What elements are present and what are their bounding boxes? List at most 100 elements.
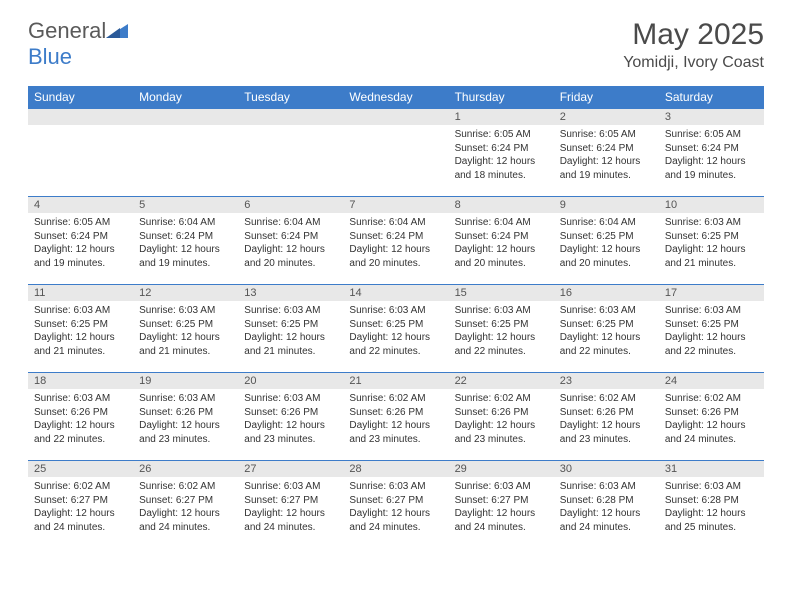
sun-info: Sunrise: 6:02 AMSunset: 6:27 PMDaylight:… <box>28 477 133 538</box>
day-number: 28 <box>343 460 448 477</box>
calendar-row: 1 Sunrise: 6:05 AMSunset: 6:24 PMDaylight… <box>28 108 764 196</box>
calendar-cell: 19Sunrise: 6:03 AMSunset: 6:26 PMDayligh… <box>133 372 238 460</box>
calendar-cell: 29Sunrise: 6:03 AMSunset: 6:27 PMDayligh… <box>449 460 554 548</box>
day-number: 7 <box>343 196 448 213</box>
day-number: 31 <box>659 460 764 477</box>
day-number: 19 <box>133 372 238 389</box>
brand-part2: Blue <box>28 44 72 69</box>
calendar-cell: 10Sunrise: 6:03 AMSunset: 6:25 PMDayligh… <box>659 196 764 284</box>
calendar-cell: 21Sunrise: 6:02 AMSunset: 6:26 PMDayligh… <box>343 372 448 460</box>
day-header-row: Sunday Monday Tuesday Wednesday Thursday… <box>28 86 764 108</box>
month-title: May 2025 <box>623 18 764 52</box>
calendar-row: 25Sunrise: 6:02 AMSunset: 6:27 PMDayligh… <box>28 460 764 548</box>
calendar-cell: 4Sunrise: 6:05 AMSunset: 6:24 PMDaylight… <box>28 196 133 284</box>
sun-info: Sunrise: 6:03 AMSunset: 6:25 PMDaylight:… <box>133 301 238 362</box>
sun-info: Sunrise: 6:02 AMSunset: 6:26 PMDaylight:… <box>343 389 448 450</box>
day-number: 5 <box>133 196 238 213</box>
calendar-cell: 25Sunrise: 6:02 AMSunset: 6:27 PMDayligh… <box>28 460 133 548</box>
calendar-cell: 18Sunrise: 6:03 AMSunset: 6:26 PMDayligh… <box>28 372 133 460</box>
day-number: 21 <box>343 372 448 389</box>
sun-info: Sunrise: 6:03 AMSunset: 6:28 PMDaylight:… <box>554 477 659 538</box>
calendar-cell: 26Sunrise: 6:02 AMSunset: 6:27 PMDayligh… <box>133 460 238 548</box>
sun-info: Sunrise: 6:04 AMSunset: 6:24 PMDaylight:… <box>238 213 343 274</box>
sun-info: Sunrise: 6:02 AMSunset: 6:26 PMDaylight:… <box>449 389 554 450</box>
sun-info: Sunrise: 6:03 AMSunset: 6:25 PMDaylight:… <box>238 301 343 362</box>
calendar-cell: 20Sunrise: 6:03 AMSunset: 6:26 PMDayligh… <box>238 372 343 460</box>
calendar-cell: 8Sunrise: 6:04 AMSunset: 6:24 PMDaylight… <box>449 196 554 284</box>
location-label: Yomidji, Ivory Coast <box>623 54 764 72</box>
sun-info: Sunrise: 6:03 AMSunset: 6:27 PMDaylight:… <box>449 477 554 538</box>
daynum-empty <box>238 108 343 125</box>
sun-info: Sunrise: 6:03 AMSunset: 6:25 PMDaylight:… <box>343 301 448 362</box>
calendar-table: Sunday Monday Tuesday Wednesday Thursday… <box>28 86 764 548</box>
calendar-cell <box>343 108 448 196</box>
calendar-row: 18Sunrise: 6:03 AMSunset: 6:26 PMDayligh… <box>28 372 764 460</box>
day-number: 4 <box>28 196 133 213</box>
day-number: 13 <box>238 284 343 301</box>
sun-info: Sunrise: 6:04 AMSunset: 6:24 PMDaylight:… <box>449 213 554 274</box>
sun-info: Sunrise: 6:03 AMSunset: 6:25 PMDaylight:… <box>449 301 554 362</box>
sun-info: Sunrise: 6:05 AMSunset: 6:24 PMDaylight:… <box>659 125 764 186</box>
sun-info: Sunrise: 6:05 AMSunset: 6:24 PMDaylight:… <box>28 213 133 274</box>
day-number: 11 <box>28 284 133 301</box>
calendar-cell: 12Sunrise: 6:03 AMSunset: 6:25 PMDayligh… <box>133 284 238 372</box>
day-number: 14 <box>343 284 448 301</box>
day-header: Thursday <box>449 86 554 108</box>
page-header: GeneralBlue May 2025 Yomidji, Ivory Coas… <box>0 0 792 80</box>
day-number: 24 <box>659 372 764 389</box>
calendar-cell: 22Sunrise: 6:02 AMSunset: 6:26 PMDayligh… <box>449 372 554 460</box>
calendar-cell: 23Sunrise: 6:02 AMSunset: 6:26 PMDayligh… <box>554 372 659 460</box>
day-number: 25 <box>28 460 133 477</box>
day-number: 18 <box>28 372 133 389</box>
sun-info: Sunrise: 6:04 AMSunset: 6:25 PMDaylight:… <box>554 213 659 274</box>
brand-triangle-icon <box>106 18 128 44</box>
calendar-cell: 27Sunrise: 6:03 AMSunset: 6:27 PMDayligh… <box>238 460 343 548</box>
sun-info-empty <box>238 125 343 185</box>
brand-logo: GeneralBlue <box>28 18 128 70</box>
sun-info: Sunrise: 6:03 AMSunset: 6:25 PMDaylight:… <box>659 213 764 274</box>
sun-info: Sunrise: 6:03 AMSunset: 6:25 PMDaylight:… <box>554 301 659 362</box>
sun-info: Sunrise: 6:02 AMSunset: 6:26 PMDaylight:… <box>659 389 764 450</box>
day-header: Friday <box>554 86 659 108</box>
sun-info-empty <box>28 125 133 185</box>
title-block: May 2025 Yomidji, Ivory Coast <box>623 18 764 72</box>
sun-info: Sunrise: 6:03 AMSunset: 6:25 PMDaylight:… <box>659 301 764 362</box>
calendar-cell <box>238 108 343 196</box>
day-number: 27 <box>238 460 343 477</box>
day-number: 16 <box>554 284 659 301</box>
sun-info: Sunrise: 6:02 AMSunset: 6:27 PMDaylight:… <box>133 477 238 538</box>
day-number: 6 <box>238 196 343 213</box>
daynum-empty <box>343 108 448 125</box>
day-header: Wednesday <box>343 86 448 108</box>
day-header: Monday <box>133 86 238 108</box>
daynum-empty <box>133 108 238 125</box>
brand-text: GeneralBlue <box>28 18 128 70</box>
sun-info: Sunrise: 6:03 AMSunset: 6:27 PMDaylight:… <box>238 477 343 538</box>
day-number: 12 <box>133 284 238 301</box>
calendar-row: 11Sunrise: 6:03 AMSunset: 6:25 PMDayligh… <box>28 284 764 372</box>
calendar-cell: 13Sunrise: 6:03 AMSunset: 6:25 PMDayligh… <box>238 284 343 372</box>
calendar-cell: 3Sunrise: 6:05 AMSunset: 6:24 PMDaylight… <box>659 108 764 196</box>
calendar-cell: 9Sunrise: 6:04 AMSunset: 6:25 PMDaylight… <box>554 196 659 284</box>
day-number: 29 <box>449 460 554 477</box>
calendar-cell: 11Sunrise: 6:03 AMSunset: 6:25 PMDayligh… <box>28 284 133 372</box>
calendar-cell: 17Sunrise: 6:03 AMSunset: 6:25 PMDayligh… <box>659 284 764 372</box>
calendar-cell: 14Sunrise: 6:03 AMSunset: 6:25 PMDayligh… <box>343 284 448 372</box>
calendar-cell: 24Sunrise: 6:02 AMSunset: 6:26 PMDayligh… <box>659 372 764 460</box>
sun-info-empty <box>133 125 238 185</box>
day-number: 10 <box>659 196 764 213</box>
calendar-cell: 7Sunrise: 6:04 AMSunset: 6:24 PMDaylight… <box>343 196 448 284</box>
calendar-row: 4Sunrise: 6:05 AMSunset: 6:24 PMDaylight… <box>28 196 764 284</box>
calendar-cell: 1Sunrise: 6:05 AMSunset: 6:24 PMDaylight… <box>449 108 554 196</box>
day-number: 20 <box>238 372 343 389</box>
calendar-cell: 2Sunrise: 6:05 AMSunset: 6:24 PMDaylight… <box>554 108 659 196</box>
sun-info-empty <box>343 125 448 185</box>
day-number: 3 <box>659 108 764 125</box>
calendar-body: 1 Sunrise: 6:05 AMSunset: 6:24 PMDaylight… <box>28 108 764 548</box>
day-number: 26 <box>133 460 238 477</box>
day-number: 17 <box>659 284 764 301</box>
calendar-cell: 5Sunrise: 6:04 AMSunset: 6:24 PMDaylight… <box>133 196 238 284</box>
calendar-cell: 15Sunrise: 6:03 AMSunset: 6:25 PMDayligh… <box>449 284 554 372</box>
day-number: 1 <box>449 108 554 125</box>
day-number: 8 <box>449 196 554 213</box>
